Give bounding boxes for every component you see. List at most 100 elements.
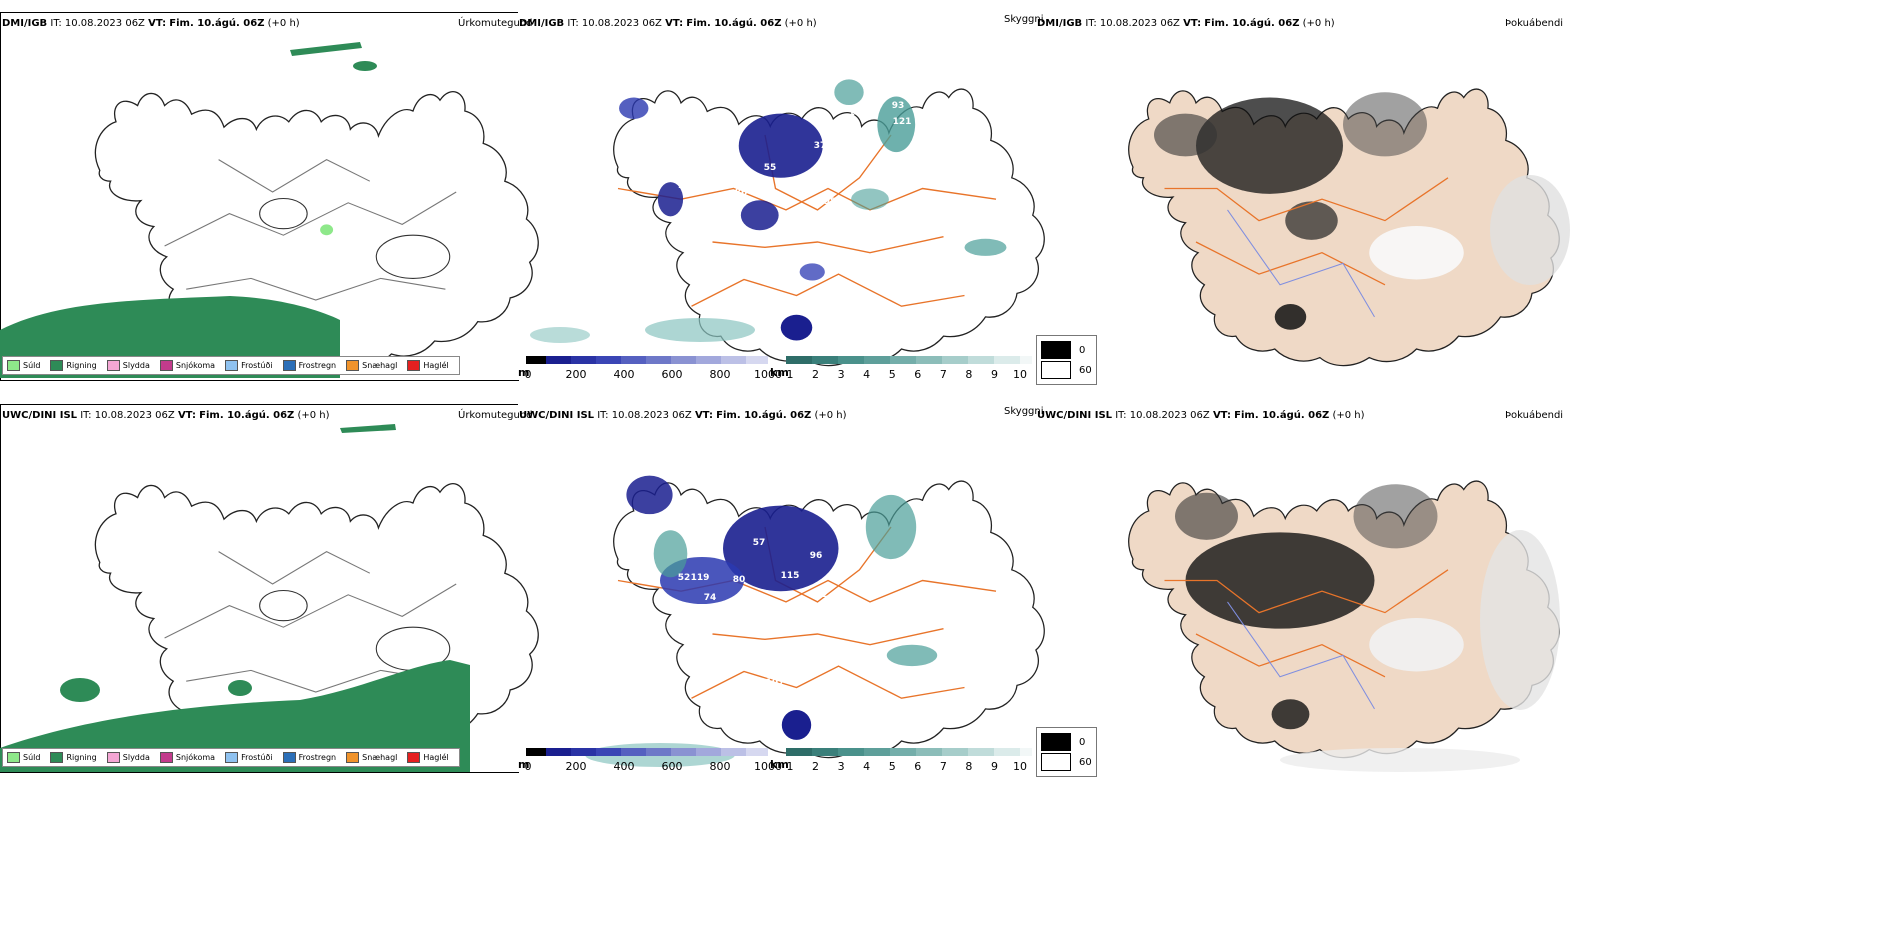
- colorbar-tick: 1: [786, 368, 794, 381]
- visibility-colorbar-bottom: km 1 2 3 4 5 6 7 8 9 10: [770, 748, 1032, 774]
- precip-legend-item: Haglél: [407, 752, 449, 763]
- colorbar-tick: 200: [565, 760, 587, 773]
- header-top-left: DMI/IGB IT: 10.08.2023 06Z VT: Fim. 10.á…: [2, 18, 300, 29]
- precip-swatch: [407, 752, 421, 763]
- precip-legend-top: Súld Rigning Slydda Snjókoma Frostúði Frostre…: [2, 356, 460, 375]
- precip-legend-label: Frostúði: [241, 753, 273, 762]
- precip-legend-item: Slydda: [106, 752, 150, 763]
- header-top-middle: DMI/IGB IT: 10.08.2023 06Z VT: Fim. 10.á…: [519, 18, 817, 29]
- precip-legend-label: Frostregn: [298, 753, 337, 762]
- precip-swatch: [225, 360, 239, 371]
- colorbar-tick: 800: [709, 760, 731, 773]
- colorbar-tick: 8: [965, 368, 973, 381]
- header-bottom-left: UWC/DINI ISL IT: 10.08.2023 06Z VT: Fim.…: [2, 410, 330, 421]
- precip-legend-item: Frostúði: [225, 360, 273, 371]
- colorbar-tick: 8: [965, 760, 973, 773]
- iceland-map-br: [1128, 480, 1560, 759]
- cloud-base-label: 37: [814, 141, 827, 151]
- colorbar-tick: 400: [613, 368, 635, 381]
- fog-legend-label: 60: [1079, 756, 1092, 768]
- precip-legend-label: Súld: [23, 361, 41, 370]
- cloud-base-label: 107: [766, 678, 785, 688]
- header-bottom-middle: UWC/DINI ISL IT: 10.08.2023 06Z VT: Fim.…: [519, 410, 847, 421]
- precip-swatch: [7, 752, 20, 763]
- cloud-base-label: 32: [816, 590, 829, 600]
- precip-legend-item: Frostregn: [282, 360, 336, 371]
- cloud-base-label: 52: [678, 573, 691, 583]
- cloud-base-label: 115: [781, 571, 800, 581]
- cloud-base-label: 130: [753, 183, 772, 193]
- colorbar-tick: 0: [524, 760, 532, 773]
- precip-legend-label: Snæhagl: [362, 361, 398, 370]
- precip-legend-item: Súld: [7, 752, 40, 763]
- header-top-right: DMI/IGB IT: 10.08.2023 06Z VT: Fim. 10.á…: [1037, 18, 1335, 29]
- cloud-base-label: 86: [735, 188, 748, 198]
- precip-legend-item: Snjókoma: [159, 360, 216, 371]
- title-cloud-top: Skyggni: [1004, 14, 1044, 25]
- cloud-base-label: 10: [678, 181, 691, 191]
- colorbar-tick: 5: [888, 368, 896, 381]
- title-fog-bottom: Þokuábendi: [1505, 410, 1564, 421]
- precip-legend-item: Haglél: [407, 360, 449, 371]
- colorbar-tick: 10: [1013, 760, 1027, 773]
- cloud-base-label: 41: [769, 698, 782, 708]
- cloud-base-colorbar-bottom: m 0 200 400 600 800 1000: [518, 748, 782, 774]
- precip-swatch: [159, 360, 173, 371]
- precip-swatch: [50, 752, 64, 763]
- precip-swatch: [282, 360, 296, 371]
- precip-legend-label: Snjókoma: [175, 753, 216, 762]
- header-bottom-right: UWC/DINI ISL IT: 10.08.2023 06Z VT: Fim.…: [1037, 410, 1365, 421]
- precip-legend-item: Slydda: [106, 360, 150, 371]
- precip-legend-label: Snjókoma: [175, 361, 216, 370]
- visibility-unit-top: km: [770, 366, 789, 379]
- precip-legend-item: Rigning: [50, 752, 97, 763]
- cloud-base-label: 57: [753, 538, 766, 548]
- fog-legend-label: 0: [1079, 344, 1086, 356]
- iceland-map-tm: [613, 79, 1045, 367]
- iceland-map-tl: [94, 91, 539, 372]
- precip-legend-label: Haglél: [423, 361, 449, 370]
- title-precip-type-top: Úrkomutegund: [458, 18, 533, 29]
- precip-swatch: [225, 752, 239, 763]
- colorbar-tick: 10: [1013, 368, 1027, 381]
- colorbar-tick: 6: [914, 368, 922, 381]
- colorbar-tick: 2: [812, 368, 820, 381]
- precip-swatch: [282, 752, 296, 763]
- precip-legend-label: Rigning: [66, 361, 97, 370]
- precip-legend-item: Rigning: [50, 360, 97, 371]
- colorbar-tick: 6: [914, 760, 922, 773]
- precip-legend-item: Snæhagl: [346, 360, 397, 371]
- precip-swatch: [7, 360, 20, 371]
- colorbar-tick: 7: [939, 760, 947, 773]
- colorbar-tick: 4: [863, 368, 871, 381]
- cloud-base-label: 93: [892, 101, 905, 111]
- cloud-base-unit-bottom: m: [518, 758, 530, 771]
- cloud-base-label: 119: [691, 573, 710, 583]
- precip-legend-label: Rigning: [66, 753, 97, 762]
- precip-swatch: [50, 360, 64, 371]
- title-precip-type-bottom: Úrkomutegund: [458, 410, 533, 421]
- cloud-base-label: 98: [824, 197, 837, 207]
- iceland-map-bm: [613, 475, 1045, 759]
- cloud-base-label: 108: [622, 459, 641, 469]
- fog-legend-bottom: 0 60: [1036, 727, 1097, 777]
- cloud-base-colorbar-top: m 0 200 400 600 800 1000: [518, 356, 782, 382]
- colorbar-tick: 400: [613, 760, 635, 773]
- fog-swatch-dark: [1041, 733, 1071, 751]
- fog-swatch-dark: [1041, 341, 1071, 359]
- precip-legend-label: Snæhagl: [362, 753, 398, 762]
- colorbar-tick: 9: [990, 760, 998, 773]
- precip-swatch: [106, 360, 120, 371]
- precip-legend-item: Súld: [7, 360, 40, 371]
- precip-legend-label: Slydda: [122, 361, 150, 370]
- colorbar-tick: 5: [888, 760, 896, 773]
- precip-legend-item: Frostúði: [225, 752, 273, 763]
- cloud-base-unit-top: m: [518, 366, 530, 379]
- iceland-map-tr: [1128, 88, 1560, 367]
- fog-legend-label: 0: [1079, 736, 1086, 748]
- cloud-base-label: 55: [764, 163, 777, 173]
- cloud-base-label: 84: [769, 311, 782, 321]
- precip-swatch: [407, 360, 421, 371]
- cloud-base-label: 80: [733, 575, 746, 585]
